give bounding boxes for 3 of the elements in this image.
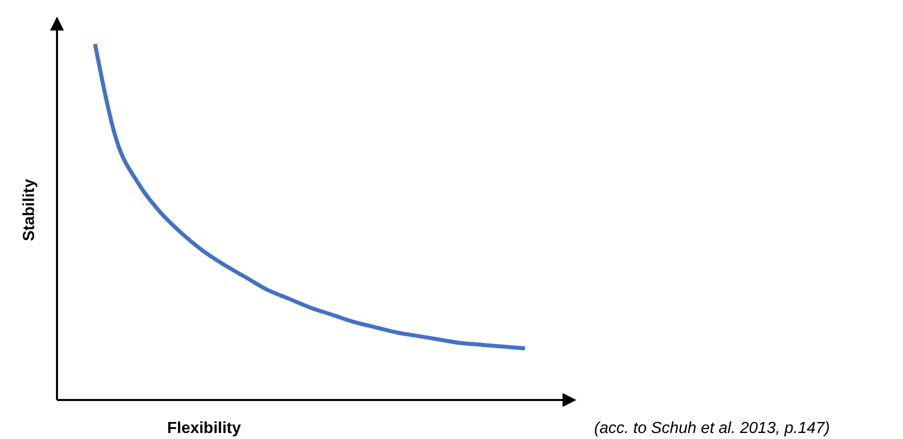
text: (acc. to Schuh et al. 2013, p.147) (594, 420, 830, 437)
y-axis-title: Stability (21, 178, 38, 242)
x-axis-title: Flexibility (167, 420, 241, 437)
